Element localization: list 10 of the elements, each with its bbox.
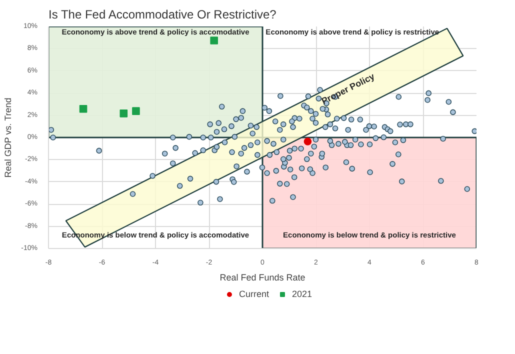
x-axis-title: Real Fed Funds Rate [220, 272, 306, 282]
point [79, 104, 88, 113]
y-axis-title: Real GDP vs. Trend [3, 98, 14, 178]
point [120, 110, 128, 118]
point [304, 138, 312, 146]
chart-title: Is The Fed Accommodative Or Restrictive? [48, 8, 277, 22]
point [210, 36, 218, 44]
legend-label: 2021 [292, 289, 312, 299]
point [132, 107, 140, 115]
legend-label: Current [238, 289, 269, 299]
